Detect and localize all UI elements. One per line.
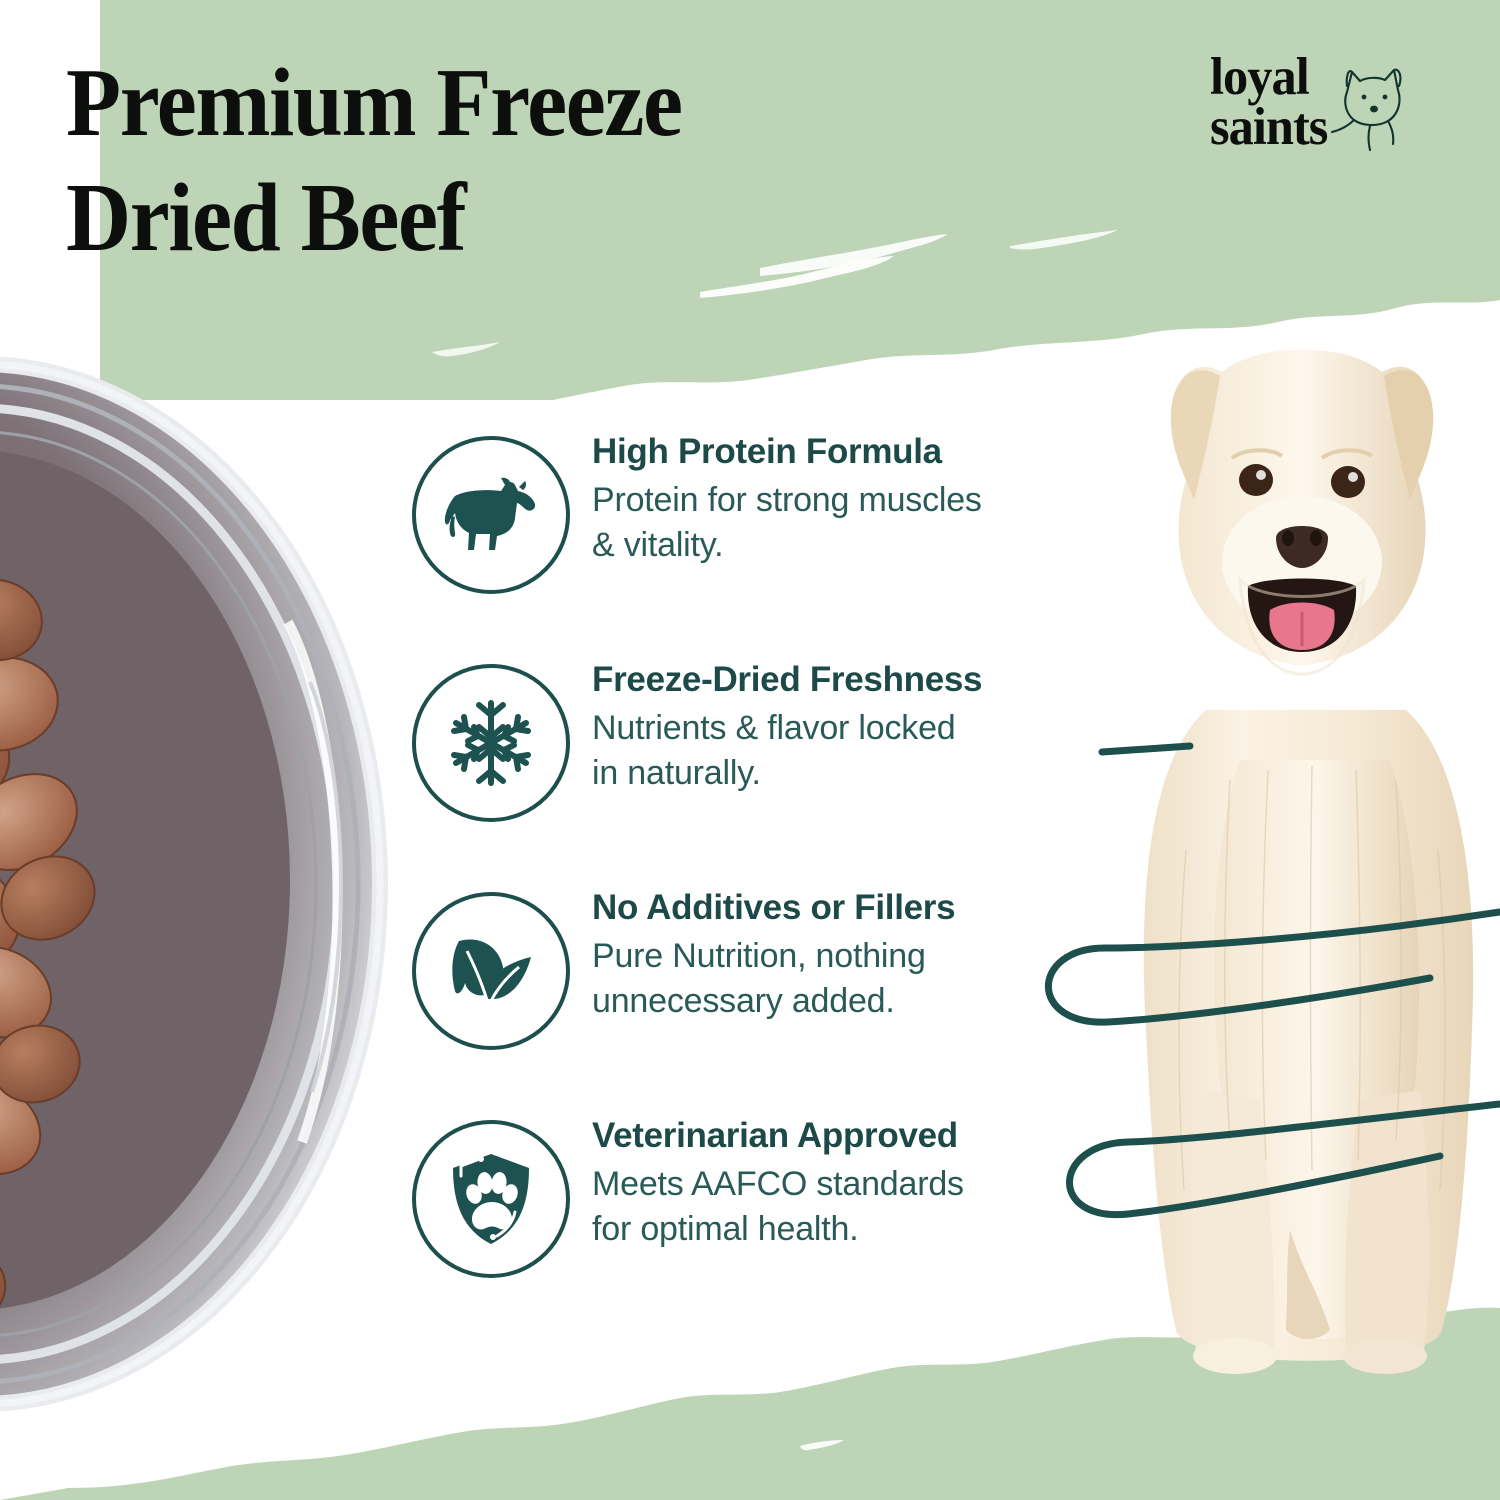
- shield-paw-icon: [412, 1120, 570, 1278]
- feature-list: High Protein Formula Protein for strong …: [412, 422, 1092, 1318]
- title-line-1: Premium Freeze: [66, 49, 683, 157]
- brand-logo[interactable]: loyal saints: [1210, 48, 1422, 165]
- brand-word-saints: saints: [1210, 98, 1328, 157]
- feature-desc-line: in naturally.: [592, 754, 761, 793]
- bottom-green-band: [0, 1300, 1500, 1500]
- cow-icon: [412, 436, 570, 594]
- feature-description: Pure Nutrition, nothing unnecessary adde…: [592, 934, 955, 1024]
- feature-item[interactable]: Freeze-Dried Freshness Nutrients & flavo…: [412, 650, 1092, 862]
- brand-wordmark: loyal saints: [1210, 48, 1328, 157]
- title-line-2: Dried Beef: [66, 163, 467, 272]
- feature-desc-line: Nutrients & flavor locked: [592, 709, 956, 748]
- feature-text: Freeze-Dried Freshness Nutrients & flavo…: [592, 650, 983, 797]
- feature-text: No Additives or Fillers Pure Nutrition, …: [592, 878, 956, 1025]
- feature-desc-line: for optimal health.: [592, 1210, 859, 1249]
- page-title: Premium Freeze Dried Beef: [66, 46, 968, 275]
- feature-description: Protein for strong muscles & vitality.: [592, 478, 982, 568]
- feature-desc-line: unnecessary added.: [592, 982, 895, 1021]
- feature-text: High Protein Formula Protein for strong …: [592, 422, 982, 569]
- feature-text: Veterinarian Approved Meets AAFCO standa…: [592, 1106, 964, 1253]
- feature-desc-line: & vitality.: [592, 526, 724, 565]
- feature-item[interactable]: No Additives or Fillers Pure Nutrition, …: [412, 878, 1092, 1090]
- bowl-of-freeze-dried-beef-photo: [0, 352, 410, 1417]
- feature-item[interactable]: Veterinarian Approved Meets AAFCO standa…: [412, 1106, 1092, 1318]
- feature-desc-line: Protein for strong muscles: [592, 481, 982, 520]
- top-green-band: [0, 0, 1500, 400]
- smiling-dog-photo: [1090, 330, 1500, 1400]
- leaf-icon: [412, 892, 570, 1050]
- feature-item[interactable]: High Protein Formula Protein for strong …: [412, 422, 1092, 634]
- feature-desc-line: Meets AAFCO standards: [592, 1165, 964, 1204]
- feature-description: Meets AAFCO standards for optimal health…: [592, 1162, 964, 1252]
- snowflake-icon: [412, 664, 570, 822]
- dog-head-line-icon: [1330, 56, 1422, 165]
- feature-description: Nutrients & flavor locked in naturally.: [592, 706, 982, 796]
- brand-word-loyal: loyal: [1210, 48, 1310, 106]
- feature-title: Veterinarian Approved: [592, 1116, 958, 1155]
- feature-title: No Additives or Fillers: [592, 888, 956, 927]
- feature-title: Freeze-Dried Freshness: [592, 660, 983, 699]
- feature-desc-line: Pure Nutrition, nothing: [592, 937, 926, 976]
- feature-title: High Protein Formula: [592, 432, 942, 471]
